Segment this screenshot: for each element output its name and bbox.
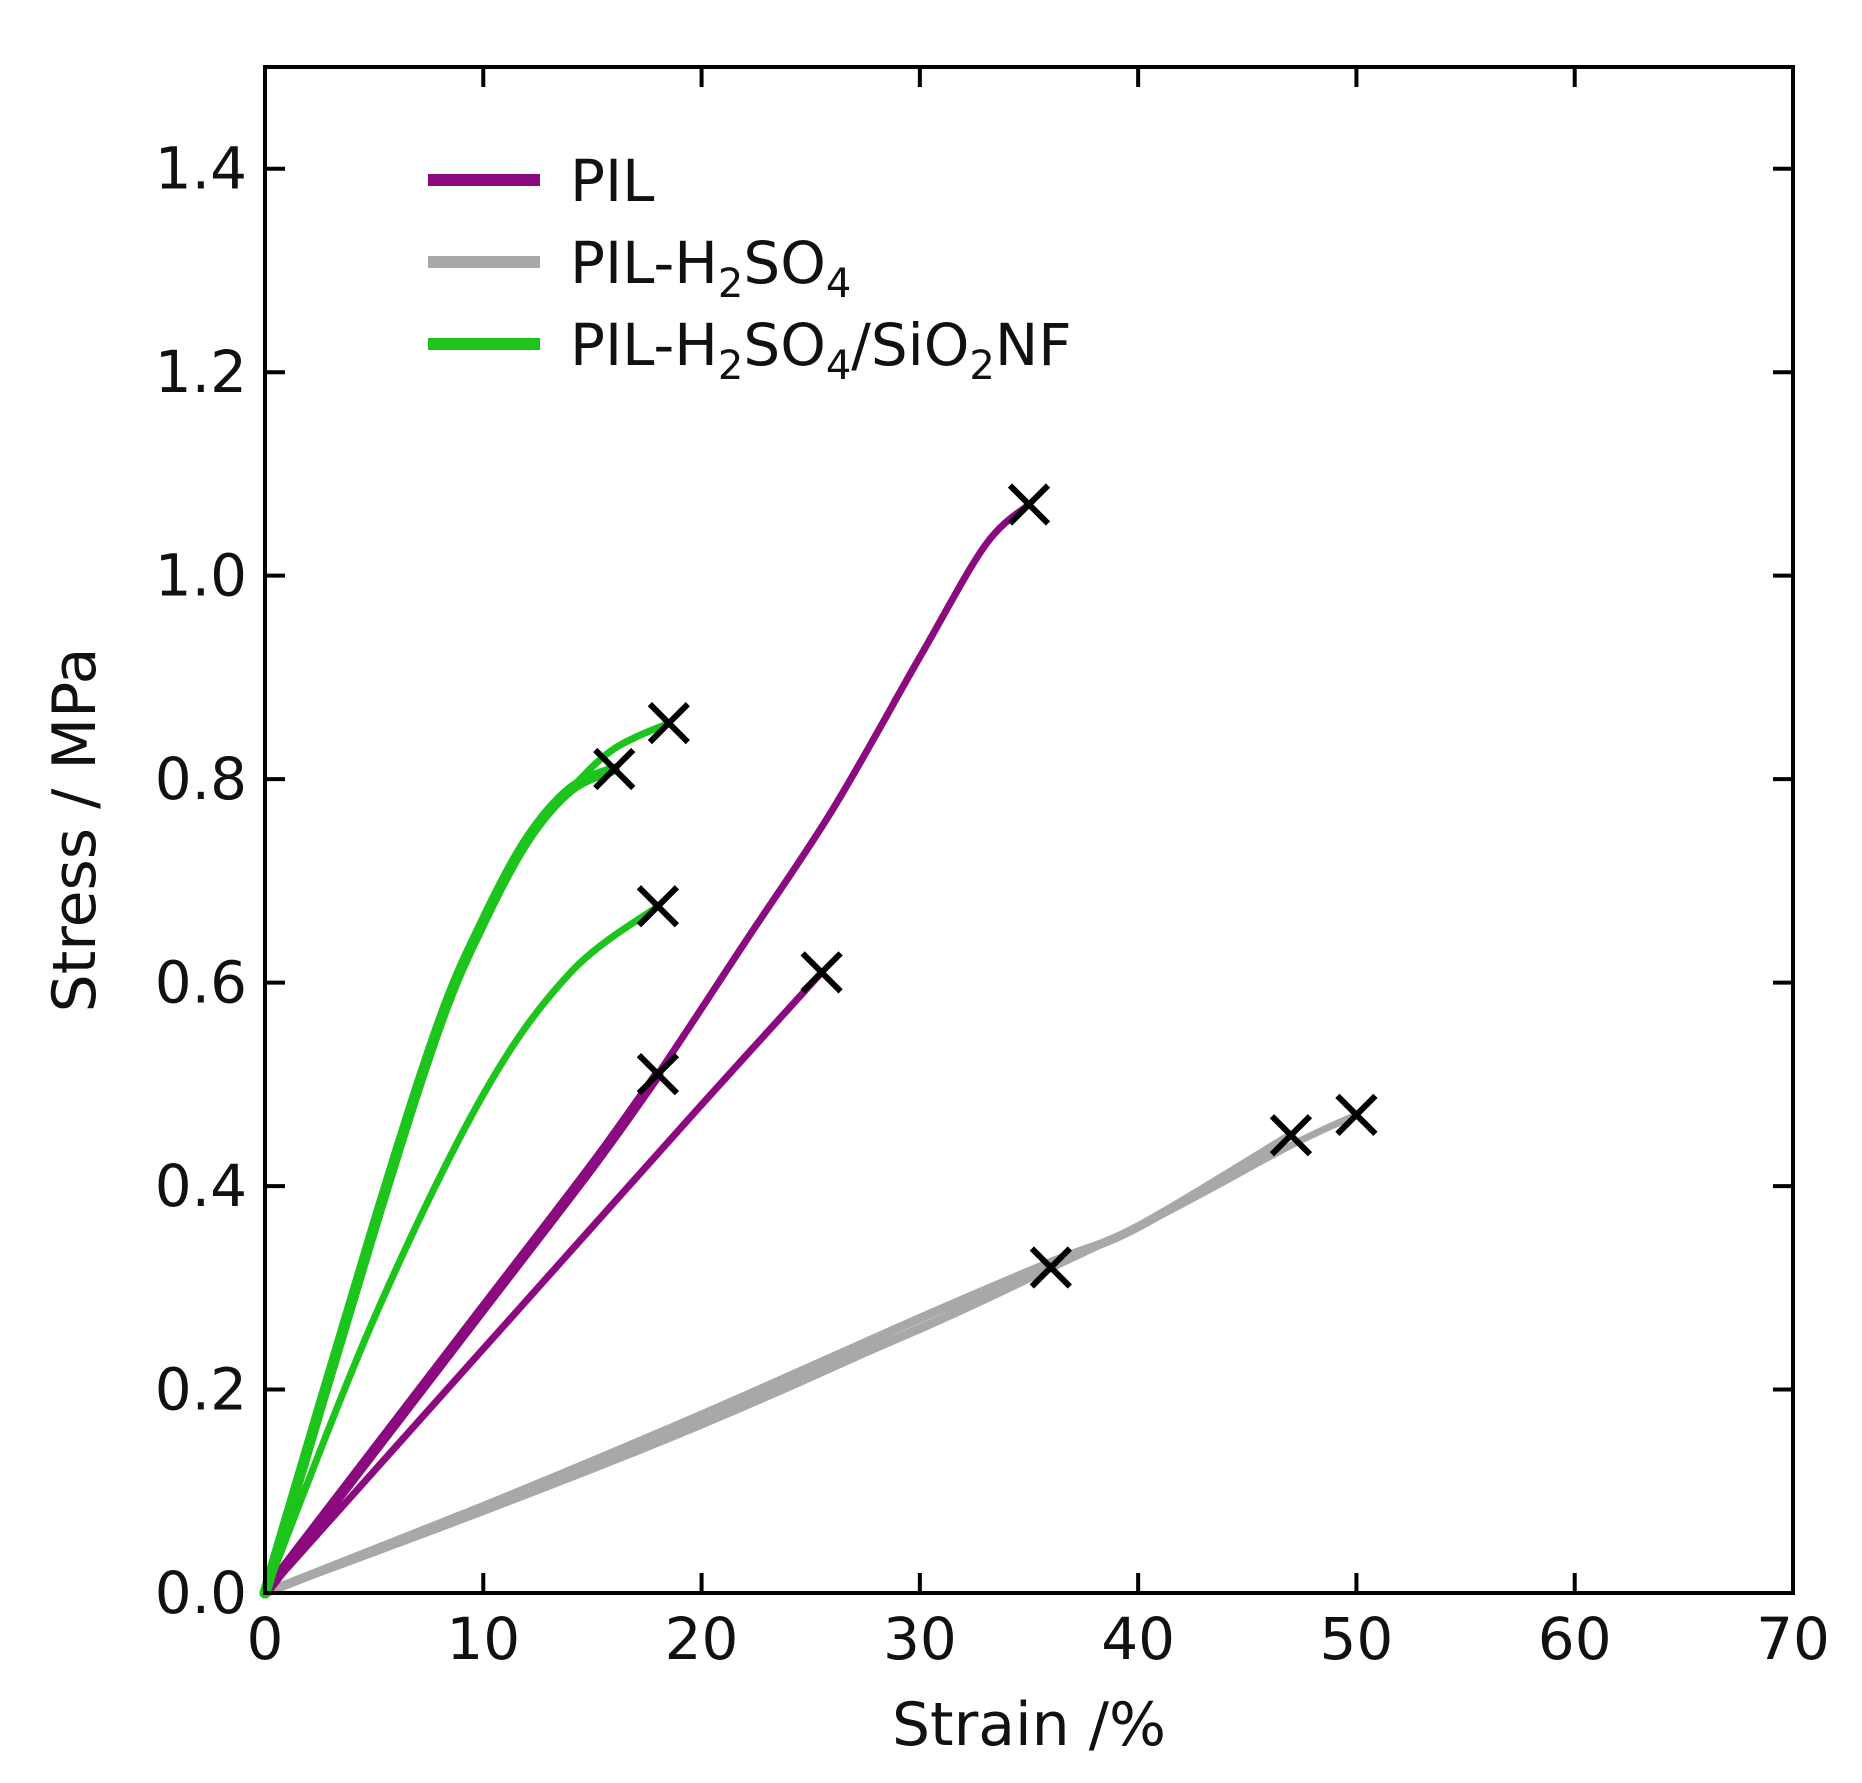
break-x-mark [636, 885, 680, 928]
legend-label: PIL-H2SO4/SiO2NF [570, 311, 1072, 389]
x-tick-label: 0 [247, 1605, 284, 1673]
break-markers [593, 483, 1378, 1289]
y-ticks: 0.0 0.2 0.4 0.6 0.8 1.0 1.2 1.4 [155, 135, 1793, 1627]
break-marker-7 [647, 702, 690, 745]
x-tick-label: 70 [1756, 1605, 1830, 1673]
series-line-pil-0 [261, 500, 1033, 1597]
series-line-pil-h2so4-sio2nf-7 [261, 719, 673, 1597]
x-tick-label: 40 [1101, 1605, 1175, 1673]
plot-frame [263, 65, 1795, 1595]
break-x-mark [800, 951, 843, 994]
break-x-mark [636, 1053, 680, 1096]
series-line-pil-1 [259, 1068, 664, 1599]
series-line-pil-h2so4-sio2nf-8 [261, 902, 662, 1597]
x-tick-label: 10 [446, 1605, 520, 1673]
y-tick-label: 0.4 [155, 1152, 247, 1220]
break-marker-3 [1269, 1114, 1313, 1157]
y-tick-label: 0.6 [155, 949, 247, 1017]
legend-item-pil-h2so4-sio2nf: PIL-H2SO4/SiO2NF [428, 311, 1072, 389]
break-marker-1 [636, 1053, 680, 1096]
series-line-pil-h2so4-5 [261, 1111, 1360, 1597]
x-tick-label: 50 [1320, 1605, 1394, 1673]
axes [263, 65, 1795, 1595]
y-axis-title: Stress / MPa [40, 648, 110, 1013]
break-x-mark [593, 747, 636, 791]
series-line-pil-2 [261, 968, 826, 1597]
y-tick-label: 0.2 [155, 1356, 247, 1424]
break-x-mark [1007, 483, 1051, 526]
break-marker-0 [1007, 483, 1051, 526]
y-tick-label: 1.2 [155, 338, 247, 406]
x-ticks: 0 10 20 30 40 50 60 70 [247, 67, 1830, 1673]
series-layer [259, 500, 1360, 1599]
legend-label: PIL-H2SO4 [570, 229, 851, 307]
series-line-pil-h2so4-3 [260, 1130, 1296, 1598]
break-x-mark [1335, 1093, 1378, 1136]
x-tick-label: 20 [665, 1605, 739, 1673]
break-marker-4 [1029, 1246, 1072, 1289]
legend-label: PIL [570, 147, 654, 215]
legend-item-pil: PIL [428, 147, 654, 215]
x-axis-title: Strain /% [892, 1690, 1166, 1760]
break-x-mark [1269, 1114, 1313, 1157]
legend-item-pil-h2so4: PIL-H2SO4 [428, 229, 851, 307]
y-tick-label: 1.0 [155, 542, 247, 610]
x-tick-label: 60 [1538, 1605, 1612, 1673]
break-x-mark [1029, 1246, 1072, 1289]
break-marker-2 [800, 951, 843, 994]
y-tick-label: 0.8 [155, 745, 247, 813]
break-marker-8 [636, 885, 680, 928]
break-marker-6 [593, 747, 636, 791]
x-tick-label: 30 [883, 1605, 957, 1673]
break-x-mark [647, 702, 690, 745]
y-tick-label: 1.4 [155, 135, 247, 203]
y-tick-label: 0.0 [155, 1559, 247, 1627]
break-marker-5 [1335, 1093, 1378, 1136]
